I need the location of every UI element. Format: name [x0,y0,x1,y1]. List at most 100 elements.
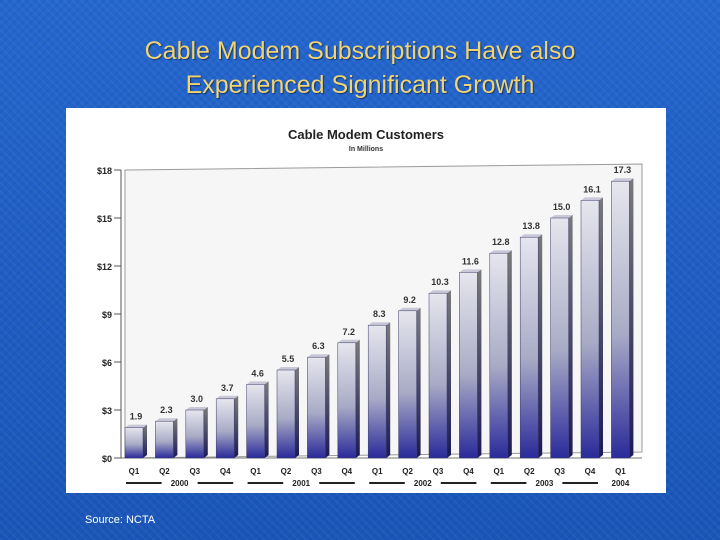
bar-group: 2.3 [155,405,178,459]
y-tick-label: $15 [97,214,112,224]
bar [124,427,144,459]
bar-value-label: 3.7 [221,383,234,393]
bar-side [295,367,299,458]
y-tick-label: $18 [97,166,112,176]
year-label: 2002 [414,479,432,488]
y-tick-label: $3 [102,406,112,416]
bar-value-label: 8.3 [373,309,386,319]
bar-side [629,178,634,458]
bar-value-label: 13.8 [522,221,540,231]
bar-group: 9.2 [398,295,421,459]
bar-value-label: 4.6 [251,368,264,378]
bar-group: 15.0 [550,202,573,459]
bar-value-label: 2.3 [160,405,173,415]
bar [580,200,600,459]
bar-side [203,407,208,458]
bar-side [173,418,178,458]
bar-group: 11.6 [459,256,482,459]
year-label: 2001 [292,479,310,488]
x-tick-label: Q1 [493,467,504,476]
bar-group: 8.3 [367,309,391,459]
year-label: 2003 [536,479,554,488]
y-axis: $0 $3 $6 $9 $12 $15 $18 [97,166,122,464]
bar-group: 7.2 [337,327,360,459]
bar [307,356,326,459]
bar-value-label: 5.5 [282,354,295,364]
x-tick-label: Q1 [615,467,626,476]
x-tick-label: Q3 [433,467,444,476]
bar-group: 16.1 [580,184,603,459]
bar-top [185,407,208,410]
chart-subtitle: In Millions [349,146,383,153]
bar-top [398,307,421,311]
bar-chart: Cable Modem Customers In Millions $0 $3 $6… [97,127,643,488]
bar-top [520,234,543,238]
bar-side [477,269,482,458]
x-tick-label: Q1 [250,467,261,476]
y-tick-label: $9 [102,310,112,320]
bar-side [355,339,360,458]
bar-value-label: 12.8 [492,237,510,247]
bar [337,342,357,459]
year-label: 2004 [612,479,630,488]
bar-side [325,354,330,458]
bar-top [125,424,147,428]
bar-value-label: 16.1 [583,184,601,194]
x-tick-label: Q2 [402,467,413,476]
bar-value-label: 3.0 [191,394,204,404]
bar-top [459,269,482,273]
bar-side [264,381,269,458]
bar-group: 17.3 [611,165,634,459]
bar-group: 13.8 [519,221,543,459]
bar-top [489,250,512,254]
bar-side [386,322,391,458]
chart-title: Cable Modem Customers [288,127,444,142]
bar [489,252,509,459]
bar [428,292,448,459]
bar-top [246,381,269,385]
bar-top [611,178,634,182]
bar [185,409,205,459]
bar-group: 4.6 [246,368,269,459]
bar-group: 1.9 [124,412,147,459]
slide-title-line-1: Cable Modem Subscriptions Have also [144,37,576,65]
bar [155,420,174,459]
x-tick-label: Q3 [189,467,200,476]
y-tick-label: $6 [102,358,112,368]
bar-group: 6.3 [307,341,330,459]
bar-group: 3.0 [185,394,208,459]
bar-group: 5.5 [276,354,299,459]
bar-side [599,197,603,458]
bar-value-label: 11.6 [462,256,479,266]
x-tick-label: Q4 [220,467,231,476]
year-label: 2000 [171,479,189,488]
bar-group: 10.3 [428,277,451,459]
bar [550,217,569,459]
bar-side [568,215,573,458]
chart-panel: Cable Modem Customers In Millions $0 $3 $6… [66,108,666,493]
bar-top [368,322,391,326]
bar [611,180,630,459]
bar-top [307,354,330,358]
x-tick-label: Q4 [463,467,474,476]
bar-side [507,250,512,458]
x-tick-label: Q2 [159,467,170,476]
x-tick-label: Q2 [524,467,535,476]
bar [459,272,478,459]
bar-value-label: 15.0 [553,202,571,212]
x-tick-label: Q3 [554,467,565,476]
bar-value-label: 7.2 [343,327,356,337]
bar-value-label: 17.3 [614,165,632,175]
bar-top [155,418,178,422]
x-axis: Q1 Q2 Q3 Q4 Q1 Q2 Q3 Q4 Q1 Q2 Q3 Q4 Q1 Q2 Q3 Q4 Q1 2000 20… [126,467,630,488]
x-tick-label: Q1 [372,467,383,476]
bar [276,369,296,459]
bar-group: 3.7 [215,383,239,459]
bar [215,398,235,459]
x-tick-label: Q1 [129,467,140,476]
bars: 1.9 2.3 3.0 3.7 4.6 5.5 6.3 7.2 8.3 9.2 10.3 11.6 12… [124,165,634,459]
bar-value-label: 1.9 [130,412,143,422]
bar-value-label: 6.3 [312,341,325,351]
y-tick-label: $0 [102,454,112,464]
bar-top [550,215,573,218]
